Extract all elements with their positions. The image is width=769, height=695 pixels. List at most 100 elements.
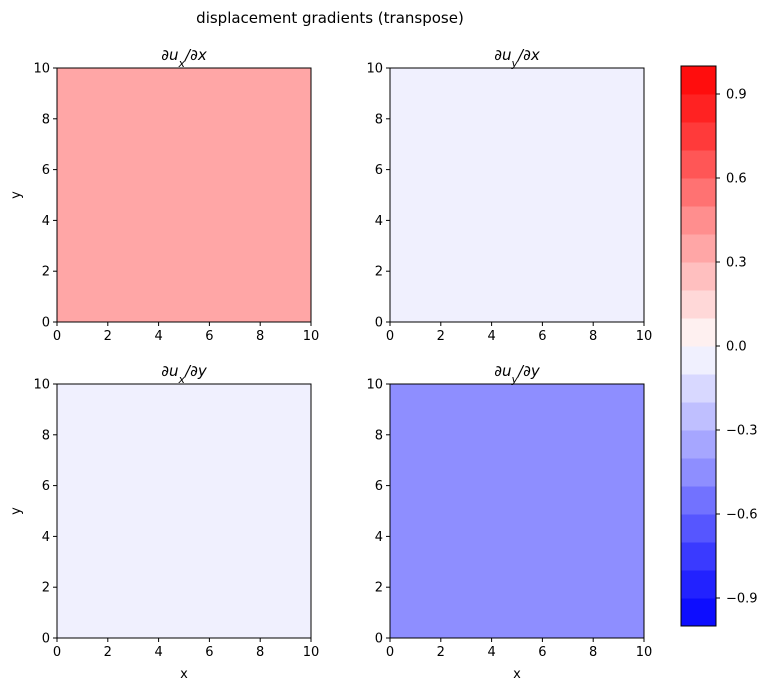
y-tick-label: 0 (375, 632, 383, 647)
x-tick-label: 6 (205, 645, 213, 660)
title-subscript: x (178, 373, 186, 386)
y-tick-label: 10 (366, 62, 383, 77)
colorbar-tick-label: −0.9 (726, 592, 758, 607)
y-tick-label: 4 (42, 214, 50, 229)
y-axis-label: y (9, 191, 24, 199)
title-subscript: y (511, 373, 519, 386)
x-tick-label: 2 (437, 645, 445, 660)
x-tick-label: 8 (589, 645, 597, 660)
colorbar-segment (681, 402, 716, 431)
x-tick-label: 8 (256, 329, 264, 344)
x-axis-label: x (513, 667, 521, 682)
y-tick-label: 10 (33, 378, 50, 393)
subplot-title: ∂ux/∂y (161, 362, 208, 386)
colorbar-segment (681, 178, 716, 207)
y-tick-label: 4 (42, 530, 50, 545)
colorbar-tick-label: −0.6 (726, 508, 758, 523)
colorbar-segment (681, 66, 716, 95)
axes-frame (389, 383, 645, 639)
colorbar-segment (681, 430, 716, 459)
x-tick-label: 10 (636, 329, 653, 344)
title-tail: /∂y (183, 362, 208, 380)
x-tick-label: 4 (487, 329, 495, 344)
subplot-title: ∂uy/∂x (494, 46, 540, 70)
subplot-1: ∂ux/∂x 0 2 4 6 8 10 0 2 4 6 8 10 y (9, 46, 319, 344)
x-tick-label: 2 (104, 645, 112, 660)
subplot-4: ∂uy/∂y 0 2 4 6 8 10 0 2 4 6 8 10 x (366, 362, 652, 682)
colorbar-segment (681, 234, 716, 263)
y-tick-label: 8 (375, 428, 383, 443)
y-tick-label: 2 (375, 265, 383, 280)
y-tick-label: 0 (42, 632, 50, 647)
colorbar-segment (681, 122, 716, 151)
title-main: ∂u (161, 46, 178, 64)
colorbar-tick-label: 0.6 (726, 172, 747, 187)
x-tick-label: 6 (538, 645, 546, 660)
axes-frame (389, 67, 645, 323)
colorbar-segment (681, 458, 716, 487)
subplot-2: ∂uy/∂x 0 2 4 6 8 10 0 2 4 6 8 10 (366, 46, 652, 344)
colorbar-tick-label: −0.3 (726, 424, 758, 439)
x-tick-label: 6 (205, 329, 213, 344)
y-tick-label: 6 (42, 479, 50, 494)
axes-frame (56, 67, 312, 323)
x-tick-label: 0 (386, 645, 394, 660)
title-subscript: y (511, 57, 519, 70)
y-tick-label: 6 (42, 163, 50, 178)
colorbar-segment (681, 206, 716, 235)
y-tick-label: 2 (42, 265, 50, 280)
title-main: ∂u (161, 362, 178, 380)
field-fill (57, 68, 311, 322)
colorbar-segment (681, 346, 716, 375)
y-tick-label: 10 (33, 62, 50, 77)
y-axis-label: y (9, 507, 24, 515)
x-tick-label: 10 (303, 645, 320, 660)
colorbar-segment (681, 374, 716, 403)
x-tick-label: 8 (256, 645, 264, 660)
y-tick-label: 4 (375, 530, 383, 545)
x-tick-label: 4 (154, 645, 162, 660)
title-tail: /∂x (183, 46, 207, 64)
x-tick-label: 2 (104, 329, 112, 344)
y-tick-label: 8 (375, 112, 383, 127)
title-tail: /∂x (516, 46, 540, 64)
x-tick-label: 4 (487, 645, 495, 660)
y-tick-label: 2 (42, 581, 50, 596)
x-tick-label: 0 (53, 329, 61, 344)
x-axis-label: x (180, 667, 188, 682)
y-tick-label: 10 (366, 378, 383, 393)
colorbar-segment (681, 290, 716, 319)
y-tick-label: 0 (375, 316, 383, 331)
y-tick-label: 0 (42, 316, 50, 331)
y-tick-label: 6 (375, 163, 383, 178)
colorbar-segment (681, 598, 716, 627)
title-subscript: x (178, 57, 186, 70)
x-tick-label: 10 (303, 329, 320, 344)
title-main: ∂u (494, 362, 511, 380)
colorbar-segment (681, 318, 716, 347)
colorbar-tick-label: 0.9 (726, 88, 747, 103)
colorbar-segment (681, 542, 716, 571)
y-tick-label: 8 (42, 112, 50, 127)
colorbar: −0.9 −0.6 −0.3 0.0 0.3 0.6 0.9 (680, 65, 758, 627)
x-tick-label: 4 (154, 329, 162, 344)
x-tick-label: 0 (386, 329, 394, 344)
colorbar-segment (681, 570, 716, 599)
colorbar-tick-label: 0.3 (726, 256, 747, 271)
y-tick-label: 4 (375, 214, 383, 229)
colorbar-segment (681, 514, 716, 543)
y-tick-label: 6 (375, 479, 383, 494)
axes-frame (56, 383, 312, 639)
x-tick-label: 8 (589, 329, 597, 344)
colorbar-segment (681, 94, 716, 123)
figure-title: displacement gradients (transpose) (196, 9, 464, 27)
x-tick-label: 2 (437, 329, 445, 344)
y-tick-label: 8 (42, 428, 50, 443)
title-tail: /∂y (516, 362, 541, 380)
colorbar-segment (681, 486, 716, 515)
title-main: ∂u (494, 46, 511, 64)
field-fill (390, 384, 644, 638)
colorbar-segment (681, 262, 716, 291)
x-tick-label: 6 (538, 329, 546, 344)
